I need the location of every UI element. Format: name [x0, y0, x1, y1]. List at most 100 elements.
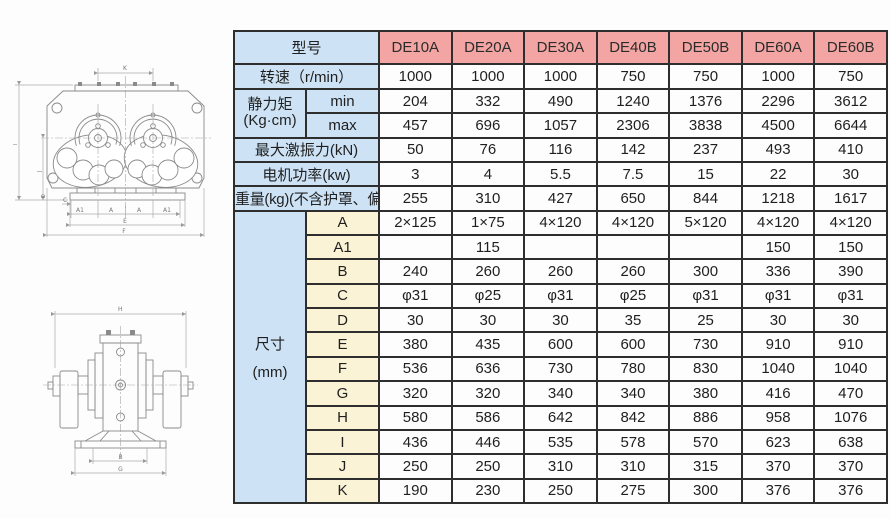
value-cell: 730	[668, 331, 743, 358]
value-cell: 300	[668, 477, 743, 505]
dim-row-J: J 250 250 310 310 315 370 370	[234, 453, 888, 480]
value-cell: 3	[378, 160, 453, 188]
value-cell: φ31	[740, 282, 816, 310]
dim-row-A1: A1 115 150 150	[234, 233, 888, 261]
dim-label-E: E	[123, 218, 127, 225]
value-cell	[668, 233, 743, 261]
row-label: 重量(kg)(不含护罩、偏心块)	[232, 185, 381, 212]
value-cell: 1076	[813, 404, 888, 431]
value-cell: 15	[668, 160, 743, 188]
value-cell: 315	[668, 453, 743, 480]
value-cell: 250	[450, 453, 526, 480]
value-cell: 142	[595, 136, 671, 163]
value-cell: 436	[378, 428, 453, 456]
value-cell: 6644	[813, 112, 888, 139]
value-cell: 260	[523, 258, 598, 285]
value-cell: 1617	[813, 185, 888, 212]
value-cell: 30	[813, 160, 888, 188]
value-cell: 35	[595, 307, 671, 334]
dim-key-cell: K	[304, 477, 381, 505]
value-cell: 493	[740, 136, 816, 163]
value-cell: 1376	[668, 87, 743, 115]
value-cell: 190	[378, 477, 453, 505]
value-cell: 1218	[740, 185, 816, 212]
value-cell: 376	[813, 477, 888, 505]
value-cell: 340	[523, 380, 598, 407]
value-cell: 7.5	[595, 160, 671, 188]
weight-row: 重量(kg)(不含护罩、偏心块) 255 310 427 650 844 121…	[232, 185, 888, 212]
value-cell: 490	[523, 87, 598, 115]
value-cell: 230	[450, 477, 526, 505]
max-label-cell: max	[304, 112, 381, 139]
spec-table: 型号 DE10A DE20A DE30A DE40B DE50B DE60A D…	[232, 29, 888, 505]
value-cell: 30	[523, 307, 598, 334]
value-cell: 636	[450, 355, 526, 383]
value-cell: 2296	[740, 87, 816, 115]
row-label: 电机功率(kw)	[232, 160, 381, 188]
value-cell: 750	[668, 63, 743, 90]
dim-key-cell: E	[304, 331, 381, 358]
value-cell: 535	[523, 428, 598, 456]
speed-row: 转速（r/min） 1000 1000 1000 750 750 1000 75…	[232, 63, 888, 90]
dim-label-J: J	[37, 171, 43, 173]
value-cell: 336	[740, 258, 816, 285]
value-cell: 320	[378, 380, 453, 407]
value-cell: 4×120	[595, 209, 671, 237]
dim-label-H: H	[118, 306, 123, 313]
row-label: 转速（r/min）	[232, 63, 381, 90]
value-cell: 76	[450, 136, 526, 163]
value-cell: 237	[668, 136, 743, 163]
value-cell: 650	[595, 185, 671, 212]
value-cell: 332	[450, 87, 526, 115]
value-cell: 1×75	[450, 209, 526, 237]
dims-label-line1: 尺寸	[254, 335, 285, 353]
value-cell: 958	[740, 404, 816, 431]
value-cell: 310	[595, 453, 671, 480]
value-cell: 435	[450, 331, 526, 358]
value-cell: 427	[523, 185, 598, 212]
value-cell: 4×120	[523, 209, 598, 237]
model-header-cell: DE10A	[378, 29, 453, 66]
dim-key-cell: H	[304, 404, 381, 431]
value-cell: 370	[740, 453, 816, 480]
dim-label-D: D	[41, 194, 47, 198]
dim-label-G: G	[118, 466, 123, 473]
value-cell: φ31	[668, 282, 743, 310]
value-cell: 457	[378, 112, 453, 139]
value-cell: 310	[450, 185, 526, 212]
table-header-row: 型号 DE10A DE20A DE30A DE40B DE50B DE60A D…	[232, 29, 888, 66]
value-cell: 4×120	[813, 209, 888, 237]
value-cell: 886	[668, 404, 743, 431]
value-cell: 750	[813, 63, 888, 90]
value-cell: 3612	[813, 87, 888, 115]
dim-row-K: K 190 230 250 275 300 376 376	[234, 477, 888, 505]
torque-min-row: 静力矩 (Kg·cm) min 204 332 490 1240 1376 22…	[233, 87, 888, 139]
value-cell: φ31	[523, 282, 598, 310]
value-cell: 50	[378, 136, 453, 163]
dim-row-I: I 436 446 535 578 570 623 638	[234, 428, 888, 456]
model-header-cell: DE20A	[450, 29, 526, 66]
value-cell: 255	[378, 185, 453, 212]
value-cell: 380	[378, 331, 453, 358]
dim-row-B: B 240 260 260 260 300 336 390	[234, 258, 888, 285]
dim-label-C: C	[63, 197, 67, 204]
value-cell: 376	[740, 477, 816, 505]
dim-row-G: G 320 320 340 340 380 416 470	[234, 380, 888, 407]
value-cell: φ31	[378, 282, 453, 310]
value-cell: 780	[595, 355, 671, 383]
model-label-cell: 型号	[232, 29, 381, 66]
torque-label-cell: 静力矩 (Kg·cm)	[233, 87, 307, 139]
value-cell: φ31	[813, 282, 888, 310]
dim-key-cell: A	[304, 209, 381, 237]
min-label-cell: min	[304, 87, 381, 115]
value-cell: 150	[740, 233, 816, 261]
dim-row-C: C φ31 φ25 φ31 φ25 φ31 φ31 φ31	[234, 282, 888, 310]
value-cell: 642	[523, 404, 598, 431]
dim-label-K: K	[123, 65, 128, 72]
value-cell: 1000	[740, 63, 816, 90]
value-cell: 310	[523, 453, 598, 480]
value-cell: 260	[595, 258, 671, 285]
dim-key-cell: F	[304, 355, 381, 383]
value-cell: 844	[668, 185, 743, 212]
